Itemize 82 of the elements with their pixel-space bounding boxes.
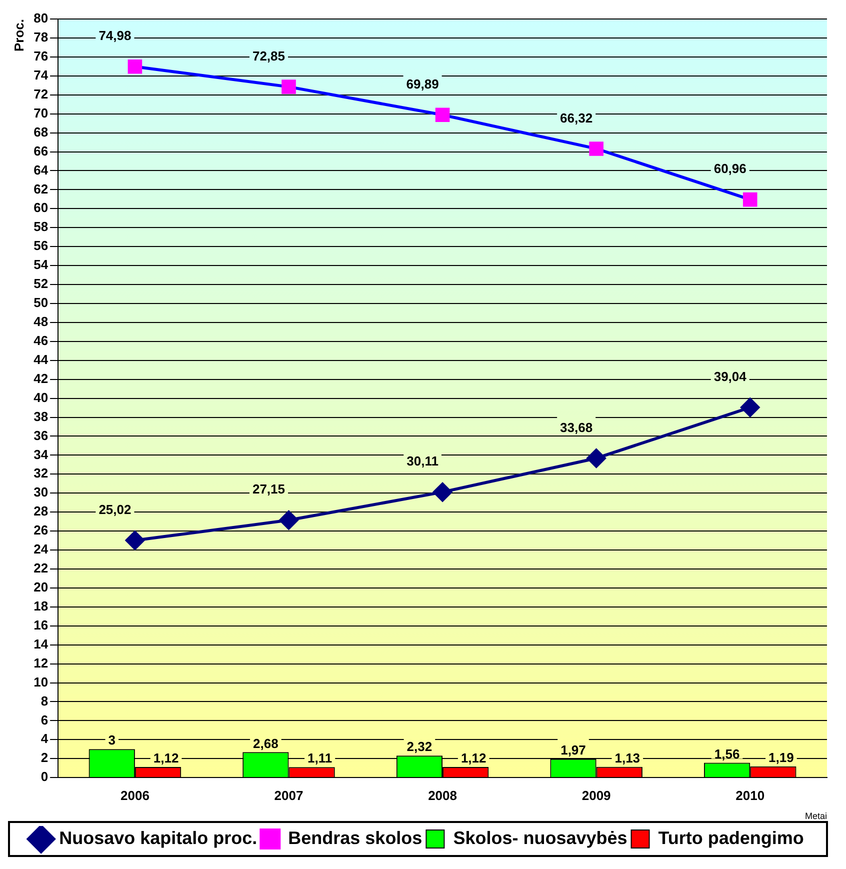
y-tick-label: 80 [34, 10, 48, 26]
y-tick-label: 40 [34, 390, 48, 405]
point [589, 142, 604, 156]
data-label: 66,32 [560, 110, 593, 126]
y-tick-label: 50 [34, 295, 48, 310]
y-tick-label: 58 [34, 219, 48, 234]
data-label: 30,11 [406, 454, 438, 469]
y-tick-label: 46 [34, 332, 48, 348]
y-tick-label: 0 [40, 769, 48, 784]
point [125, 530, 144, 550]
data-label: 1,56 [714, 746, 740, 762]
y-tick-label: 24 [34, 542, 49, 557]
y-tick-label: 38 [34, 408, 48, 424]
x-tick-label: 2008 [428, 788, 457, 803]
legend-label: Nuosavo kapitalo proc. [59, 828, 258, 848]
data-label: 2,68 [253, 736, 278, 751]
y-tick-label: 30 [34, 484, 48, 500]
y-tick-label: 26 [34, 522, 48, 538]
data-label: 60,96 [714, 161, 746, 176]
data-label: 69,89 [406, 76, 439, 92]
y-tick-label: 66 [34, 143, 48, 158]
y-tick-label: 6 [40, 712, 48, 728]
y-tick-label: 72 [34, 86, 48, 102]
point [128, 59, 142, 74]
y-tick-label: 12 [34, 655, 48, 670]
y-tick-label: 62 [34, 181, 48, 196]
y-tick-label: 78 [34, 30, 48, 45]
x-tick-label: 2007 [274, 788, 304, 803]
y-tick-label: 52 [34, 276, 48, 292]
y-tick-label: 42 [34, 370, 48, 386]
data-label: 74,98 [98, 28, 132, 44]
y-tick-label: 56 [34, 238, 48, 254]
data-label: 1,11 [308, 750, 332, 766]
data-label: 39,04 [714, 368, 748, 384]
point [586, 448, 606, 468]
y-tick-label: 2 [40, 750, 48, 766]
data-label: 3 [108, 732, 116, 748]
x-tick-label: 2010 [736, 788, 765, 803]
y-tick-label: 60 [34, 200, 48, 216]
y-tick-label: 76 [34, 48, 48, 64]
data-label: 1,13 [614, 750, 640, 766]
y-tick-label: 8 [40, 693, 48, 708]
x-tick-label: 2009 [582, 788, 611, 803]
y-tick-label: 32 [34, 466, 48, 481]
y-tick-label: 48 [34, 314, 48, 330]
y-tick-label: 36 [34, 428, 48, 443]
y-tick-label: 74 [34, 67, 49, 82]
y-axis-title: Proc. [11, 19, 26, 52]
x-tick-label: 2006 [120, 788, 150, 803]
y-tick-label: 22 [34, 560, 48, 576]
data-label: 33,68 [560, 420, 593, 435]
data-label: 27,15 [252, 482, 286, 497]
y-tick-label: 18 [34, 598, 48, 614]
y-tick-label: 68 [34, 124, 48, 140]
legend-label: Skolos- nuosavybės [453, 828, 628, 848]
y-tick-label: 28 [34, 504, 48, 519]
legend-label: Bendras skolos [288, 828, 422, 848]
data-label: 25,02 [98, 502, 132, 517]
y-tick-label: 34 [34, 446, 49, 462]
point [742, 192, 758, 207]
data-label: 2,32 [406, 739, 432, 754]
y-tick-label: 70 [34, 105, 48, 120]
data-label: 1,97 [560, 742, 586, 758]
point [282, 80, 296, 94]
point [433, 482, 452, 502]
y-tick-label: 64 [34, 162, 49, 178]
y-tick-label: 54 [34, 257, 49, 272]
y-tick-label: 14 [34, 636, 49, 652]
legend-label: Turto padengimo [658, 828, 804, 848]
y-tick-label: 44 [34, 352, 49, 367]
data-label: 72,85 [252, 48, 286, 64]
point [740, 398, 760, 417]
y-tick-label: 20 [34, 580, 48, 595]
point [279, 510, 298, 530]
point [435, 108, 450, 122]
x-axis-title: Metai [804, 811, 827, 822]
data-label: 1,12 [460, 750, 486, 766]
data-label: 1,12 [153, 750, 179, 766]
y-tick-label: 4 [40, 731, 49, 746]
data-label: 1,19 [768, 750, 794, 765]
y-tick-label: 16 [34, 617, 48, 632]
y-tick-label: 10 [34, 674, 48, 690]
